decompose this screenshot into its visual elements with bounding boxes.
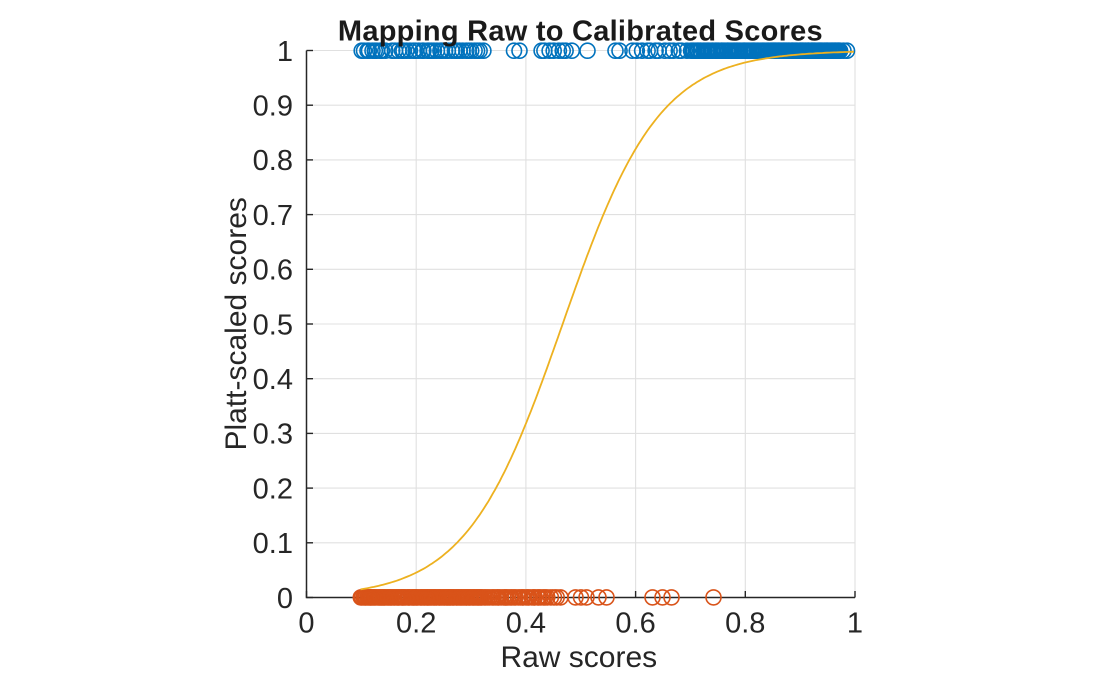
svg-text:0.2: 0.2 xyxy=(253,473,293,505)
svg-text:0.6: 0.6 xyxy=(253,255,293,287)
svg-text:0.4: 0.4 xyxy=(253,364,293,396)
svg-text:Mapping Raw to Calibrated Scor: Mapping Raw to Calibrated Scores xyxy=(338,15,823,47)
svg-text:Raw scores: Raw scores xyxy=(500,641,657,674)
svg-text:0.7: 0.7 xyxy=(253,200,293,232)
svg-text:0.9: 0.9 xyxy=(253,91,293,123)
svg-text:0.1: 0.1 xyxy=(253,528,293,560)
svg-text:0.3: 0.3 xyxy=(253,419,293,451)
svg-text:Platt-scaled scores: Platt-scaled scores xyxy=(220,197,253,450)
svg-text:1: 1 xyxy=(847,608,863,640)
svg-text:0.4: 0.4 xyxy=(506,608,546,640)
svg-text:1: 1 xyxy=(277,36,293,68)
svg-text:0.2: 0.2 xyxy=(396,608,436,640)
svg-text:0.8: 0.8 xyxy=(253,145,293,177)
svg-text:0.6: 0.6 xyxy=(615,608,655,640)
svg-text:0.8: 0.8 xyxy=(725,608,765,640)
svg-text:0.5: 0.5 xyxy=(253,309,293,341)
svg-text:0: 0 xyxy=(298,608,314,640)
svg-text:0: 0 xyxy=(277,583,293,615)
